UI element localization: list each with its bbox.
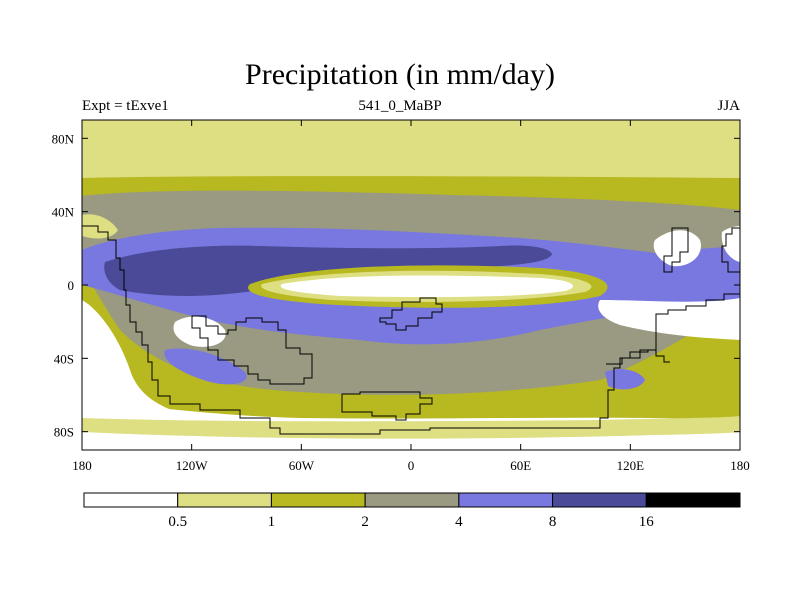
y-tick-label: 80N [52, 131, 75, 146]
colorbar-swatch [552, 492, 647, 508]
colorbar-swatch [83, 492, 179, 508]
field-south-blue-2 [605, 369, 645, 390]
x-tick-label: 60E [510, 458, 531, 473]
colorbar-label: 0.5 [168, 514, 187, 530]
x-tick-label: 120W [176, 458, 209, 473]
coast-antarctic-block [341, 391, 433, 421]
field-arctic [82, 120, 740, 182]
x-tick-label: 60W [289, 458, 315, 473]
age-label: 541_0_MaBP [358, 98, 442, 114]
coast-east-block [606, 349, 656, 365]
coast-south-continent [191, 315, 313, 385]
y-tick-label: 40S [54, 351, 74, 366]
precipitation-field [82, 120, 740, 450]
colorbar-swatch [270, 492, 366, 508]
colorbar-label: 16 [639, 514, 655, 530]
x-tick-label: 0 [408, 458, 415, 473]
coast-east-margin [655, 293, 740, 350]
x-tick-label: 180 [72, 458, 92, 473]
field-south-dry-1 [82, 300, 200, 418]
colorbar-label: 4 [455, 514, 463, 530]
y-tick-label: 80S [54, 425, 74, 440]
coast-africa [379, 297, 443, 331]
x-axis: 180 120W 60W 0 60E 120E 180 [72, 120, 750, 473]
experiment-label: Expt = tExve1 [82, 98, 169, 114]
season-label: JJA [717, 98, 740, 114]
field-south-blue-1 [164, 348, 247, 385]
y-tick-label: 0 [68, 278, 75, 293]
colorbar-label: 1 [268, 514, 276, 530]
field-dry-core [280, 275, 573, 298]
y-tick-label: 40N [52, 205, 75, 220]
field-south-dry-2 [598, 298, 740, 340]
colorbar-label: 8 [549, 514, 557, 530]
colorbar-swatch [645, 492, 741, 508]
coastlines [82, 225, 740, 435]
colorbar-swatch [458, 492, 554, 508]
y-axis: 80N 40N 0 40S 80S [52, 131, 740, 440]
chart-title: Precipitation (in mm/day) [245, 58, 555, 91]
field-west-pale [82, 214, 118, 239]
coast-east-rim [721, 227, 740, 273]
field-east-white [653, 230, 701, 267]
x-tick-label: 120E [617, 458, 645, 473]
colorbar-label: 2 [361, 514, 369, 530]
colorbar: 0.5 1 2 4 8 16 [83, 492, 741, 530]
coast-east-north [663, 227, 689, 273]
field-south-white [82, 432, 740, 450]
colorbar-swatch [177, 492, 272, 508]
coast-americas [82, 225, 670, 435]
x-tick-label: 180 [730, 458, 750, 473]
colorbar-swatch [364, 492, 460, 508]
